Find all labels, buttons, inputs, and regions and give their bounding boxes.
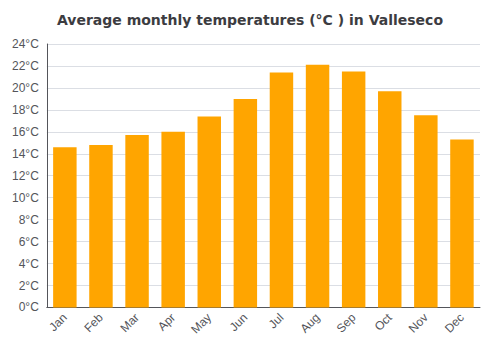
svg-text:14°C: 14°C (12, 147, 39, 161)
svg-text:24°C: 24°C (12, 37, 39, 51)
svg-text:Feb: Feb (81, 310, 106, 335)
svg-text:Jul: Jul (266, 311, 287, 332)
svg-text:Jun: Jun (227, 311, 251, 335)
svg-text:2°C: 2°C (19, 279, 39, 293)
svg-text:Mar: Mar (118, 311, 143, 335)
svg-text:22°C: 22°C (12, 59, 39, 73)
svg-text:10°C: 10°C (12, 191, 39, 205)
svg-text:0°C: 0°C (19, 300, 39, 314)
svg-text:Jan: Jan (46, 311, 70, 335)
svg-text:18°C: 18°C (12, 103, 39, 117)
svg-text:Aug: Aug (298, 311, 323, 336)
svg-text:4°C: 4°C (19, 257, 39, 271)
svg-text:Nov: Nov (406, 311, 431, 336)
svg-text:20°C: 20°C (12, 81, 39, 95)
svg-text:Dec: Dec (442, 311, 467, 336)
svg-text:6°C: 6°C (19, 235, 39, 249)
svg-text:12°C: 12°C (12, 169, 39, 183)
svg-text:Average monthly temperatures (: Average monthly temperatures (°C ) in Va… (57, 12, 443, 28)
svg-text:May: May (188, 311, 214, 337)
svg-text:16°C: 16°C (12, 125, 39, 139)
svg-text:Sep: Sep (334, 310, 359, 335)
svg-text:8°C: 8°C (19, 213, 39, 227)
svg-text:Oct: Oct (372, 310, 396, 334)
svg-text:Apr: Apr (155, 311, 178, 334)
